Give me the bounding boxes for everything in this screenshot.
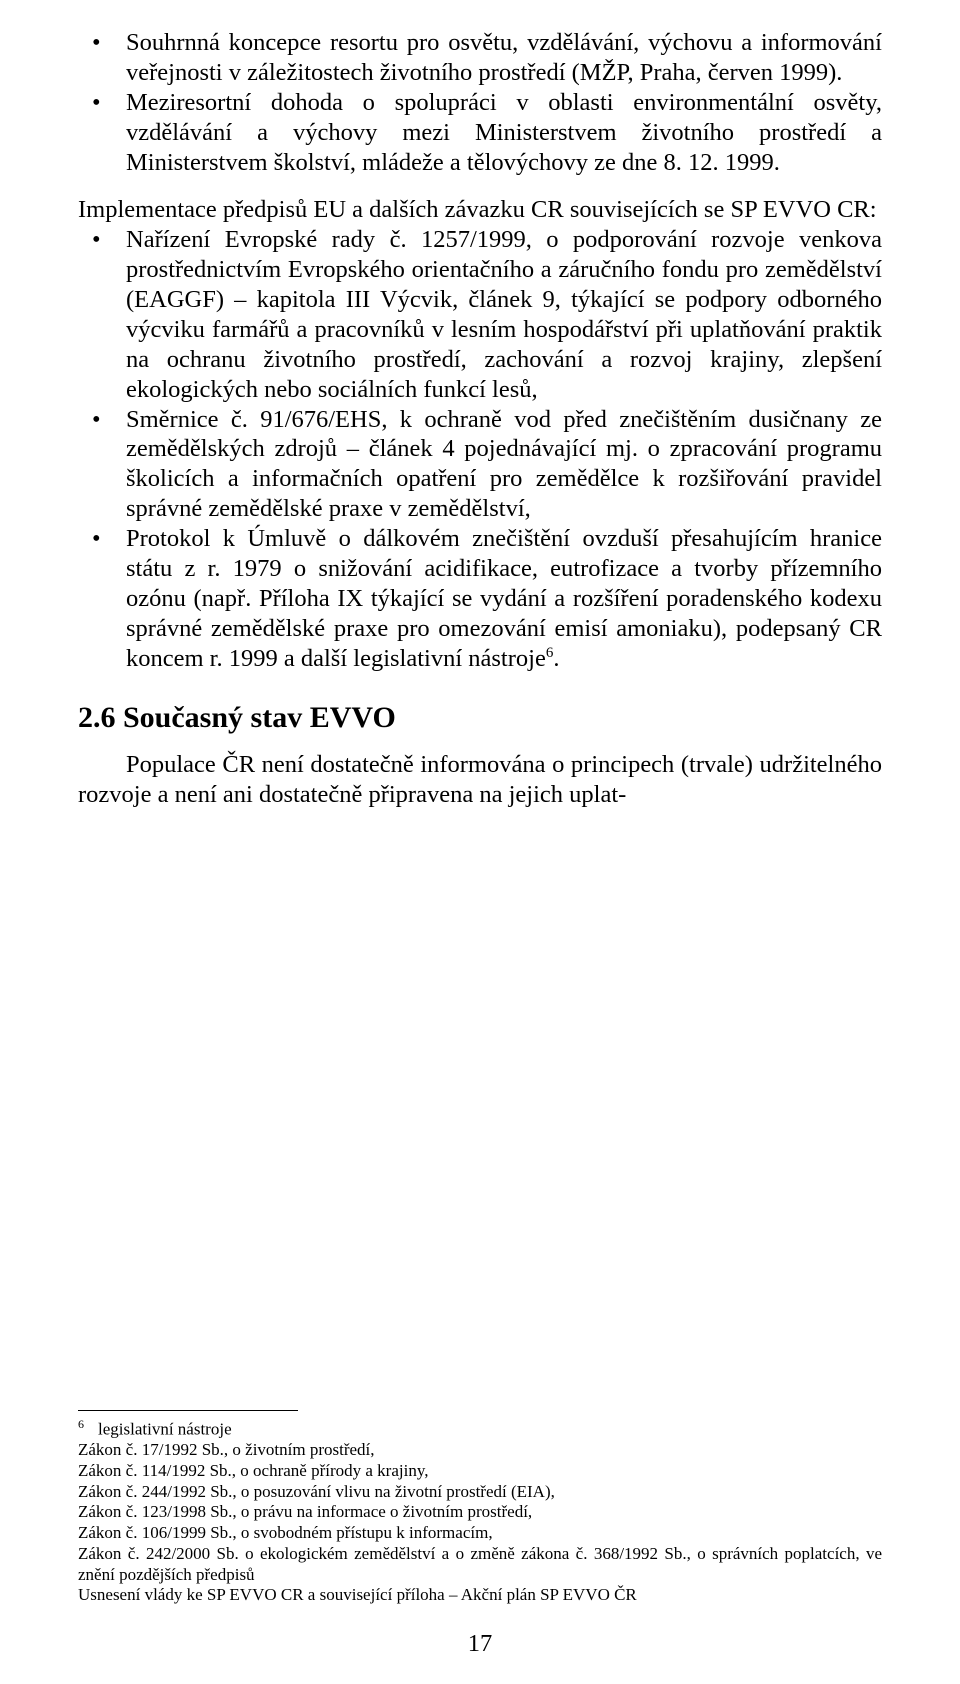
eu-bullet-list: Nařízení Evropské rady č. 1257/1999, o p… bbox=[78, 225, 882, 673]
list-item: Souhrnná koncepce resortu pro osvětu, vz… bbox=[78, 28, 882, 88]
footnote-line: Zákon č. 17/1992 Sb., o životním prostře… bbox=[78, 1440, 882, 1461]
footnote-rule bbox=[78, 1410, 298, 1411]
intro-paragraph: Implementace předpisů EU a dalších závaz… bbox=[78, 195, 882, 225]
list-item: Protokol k Úmluvě o dálkovém znečištění … bbox=[78, 524, 882, 674]
top-bullet-list: Souhrnná koncepce resortu pro osvětu, vz… bbox=[78, 28, 882, 177]
main-text-block: Souhrnná koncepce resortu pro osvětu, vz… bbox=[78, 28, 882, 810]
bullet-text: Nařízení Evropské rady č. 1257/1999, o p… bbox=[126, 226, 882, 402]
footnote-line: Zákon č. 242/2000 Sb. o ekologickém země… bbox=[78, 1544, 882, 1585]
footnote-first-line: 6 legislativní nástroje bbox=[78, 1417, 882, 1440]
bullet-text: Protokol k Úmluvě o dálkovém znečištění … bbox=[126, 525, 882, 672]
bullet-text: Souhrnná koncepce resortu pro osvětu, vz… bbox=[126, 29, 882, 86]
list-item: Nařízení Evropské rady č. 1257/1999, o p… bbox=[78, 225, 882, 404]
bullet-text-tail: . bbox=[553, 645, 559, 672]
list-item: Směrnice č. 91/676/EHS, k ochraně vod př… bbox=[78, 405, 882, 525]
page-number: 17 bbox=[0, 1630, 960, 1658]
bullet-text: Meziresortní dohoda o spolupráci v oblas… bbox=[126, 89, 882, 176]
footnote-line: Zákon č. 106/1999 Sb., o svobodném příst… bbox=[78, 1523, 882, 1544]
footnote-line: Usnesení vlády ke SP EVVO CR a souvisejí… bbox=[78, 1585, 882, 1606]
body-paragraph: Populace ČR není dostatečně informována … bbox=[78, 750, 882, 810]
list-item: Meziresortní dohoda o spolupráci v oblas… bbox=[78, 88, 882, 178]
section-heading: 2.6 Současný stav EVVO bbox=[78, 700, 882, 737]
footnote-line: Zákon č. 244/1992 Sb., o posuzování vliv… bbox=[78, 1482, 882, 1503]
footnote-marker: 6 bbox=[78, 1417, 84, 1431]
bullet-text: Směrnice č. 91/676/EHS, k ochraně vod př… bbox=[126, 406, 882, 523]
footnotes-block: 6 legislativní nástroje Zákon č. 17/1992 … bbox=[78, 1410, 882, 1606]
footnote-line: Zákon č. 114/1992 Sb., o ochraně přírody… bbox=[78, 1461, 882, 1482]
footnote-line: Zákon č. 123/1998 Sb., o právu na inform… bbox=[78, 1502, 882, 1523]
footnote-label: legislativní nástroje bbox=[98, 1419, 232, 1438]
